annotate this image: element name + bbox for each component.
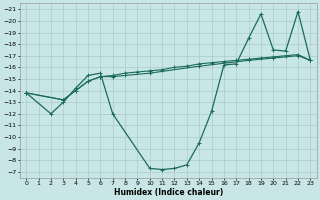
X-axis label: Humidex (Indice chaleur): Humidex (Indice chaleur)	[114, 188, 223, 197]
